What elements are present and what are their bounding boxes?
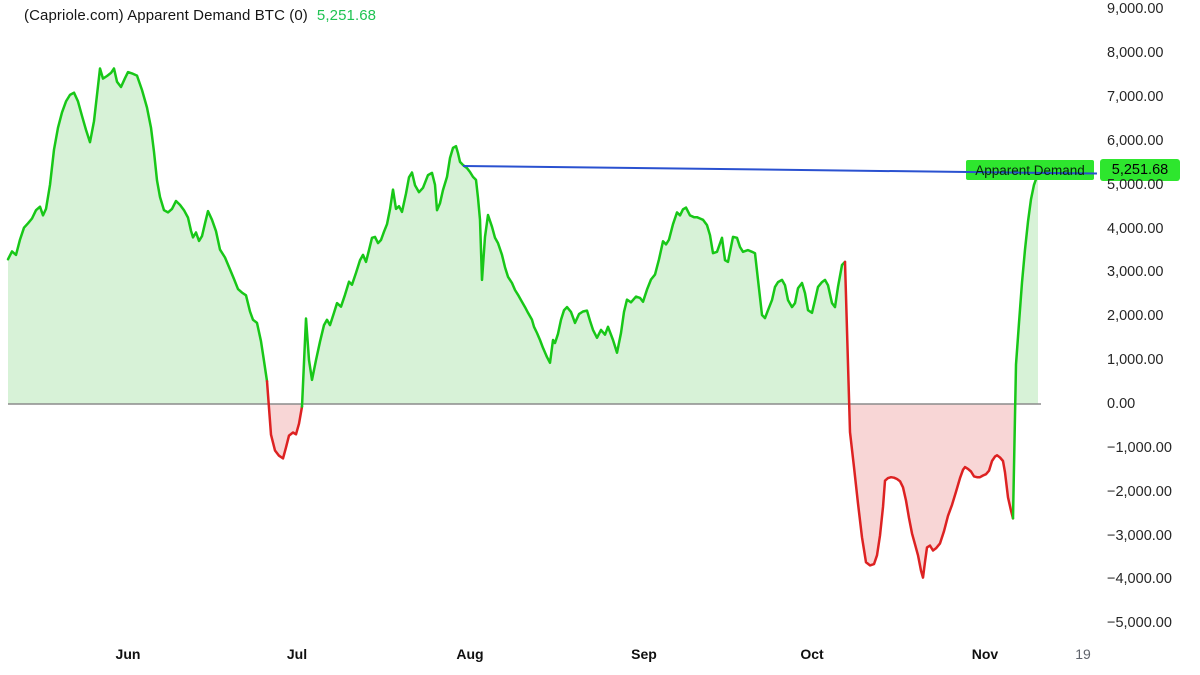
y-axis-tick: 8,000.00: [1107, 45, 1164, 62]
y-axis-tick: 4,000.00: [1107, 220, 1164, 237]
indicator-value: 5,251.68: [316, 7, 377, 24]
y-axis-tick: 5,000.00: [1107, 176, 1164, 193]
y-axis-tick: 0.00: [1107, 396, 1136, 412]
y-axis-tick: −1,000.00: [1107, 439, 1172, 456]
indicator-title: (Capriole.com) Apparent Demand BTC (0) 5,…: [24, 7, 376, 24]
y-axis-tick: −5,000.00: [1107, 615, 1172, 632]
y-axis-tick: 6,000.00: [1107, 132, 1164, 149]
y-axis-tick: 1,000.00: [1107, 352, 1164, 369]
x-axis-tick: Sep: [631, 646, 657, 662]
x-axis-tick: Jul: [286, 646, 308, 662]
y-axis-tick: −4,000.00: [1107, 571, 1172, 588]
y-axis-tick: 2,000.00: [1107, 308, 1164, 325]
x-axis-tick: Aug: [456, 646, 484, 662]
y-axis-tick: −3,000.00: [1107, 527, 1172, 544]
indicator-name: (Capriole.com) Apparent Demand BTC (0): [24, 7, 308, 24]
apparent-demand-label: [966, 160, 1094, 180]
y-axis-tick: 7,000.00: [1107, 89, 1164, 106]
price-badge: 5,251.68: [1100, 159, 1180, 181]
x-axis-tick: Oct: [800, 646, 824, 662]
y-axis-tick: 3,000.00: [1107, 264, 1164, 281]
x-axis-tick: 19: [1075, 646, 1091, 662]
apparent-demand-label-text: Apparent Demand: [975, 162, 1085, 178]
y-axis-tick: −2,000.00: [1107, 483, 1172, 500]
x-axis-tick: Jun: [115, 646, 141, 662]
x-axis-tick: Nov: [971, 646, 999, 662]
y-axis-tick: 9,000.00: [1107, 1, 1164, 18]
